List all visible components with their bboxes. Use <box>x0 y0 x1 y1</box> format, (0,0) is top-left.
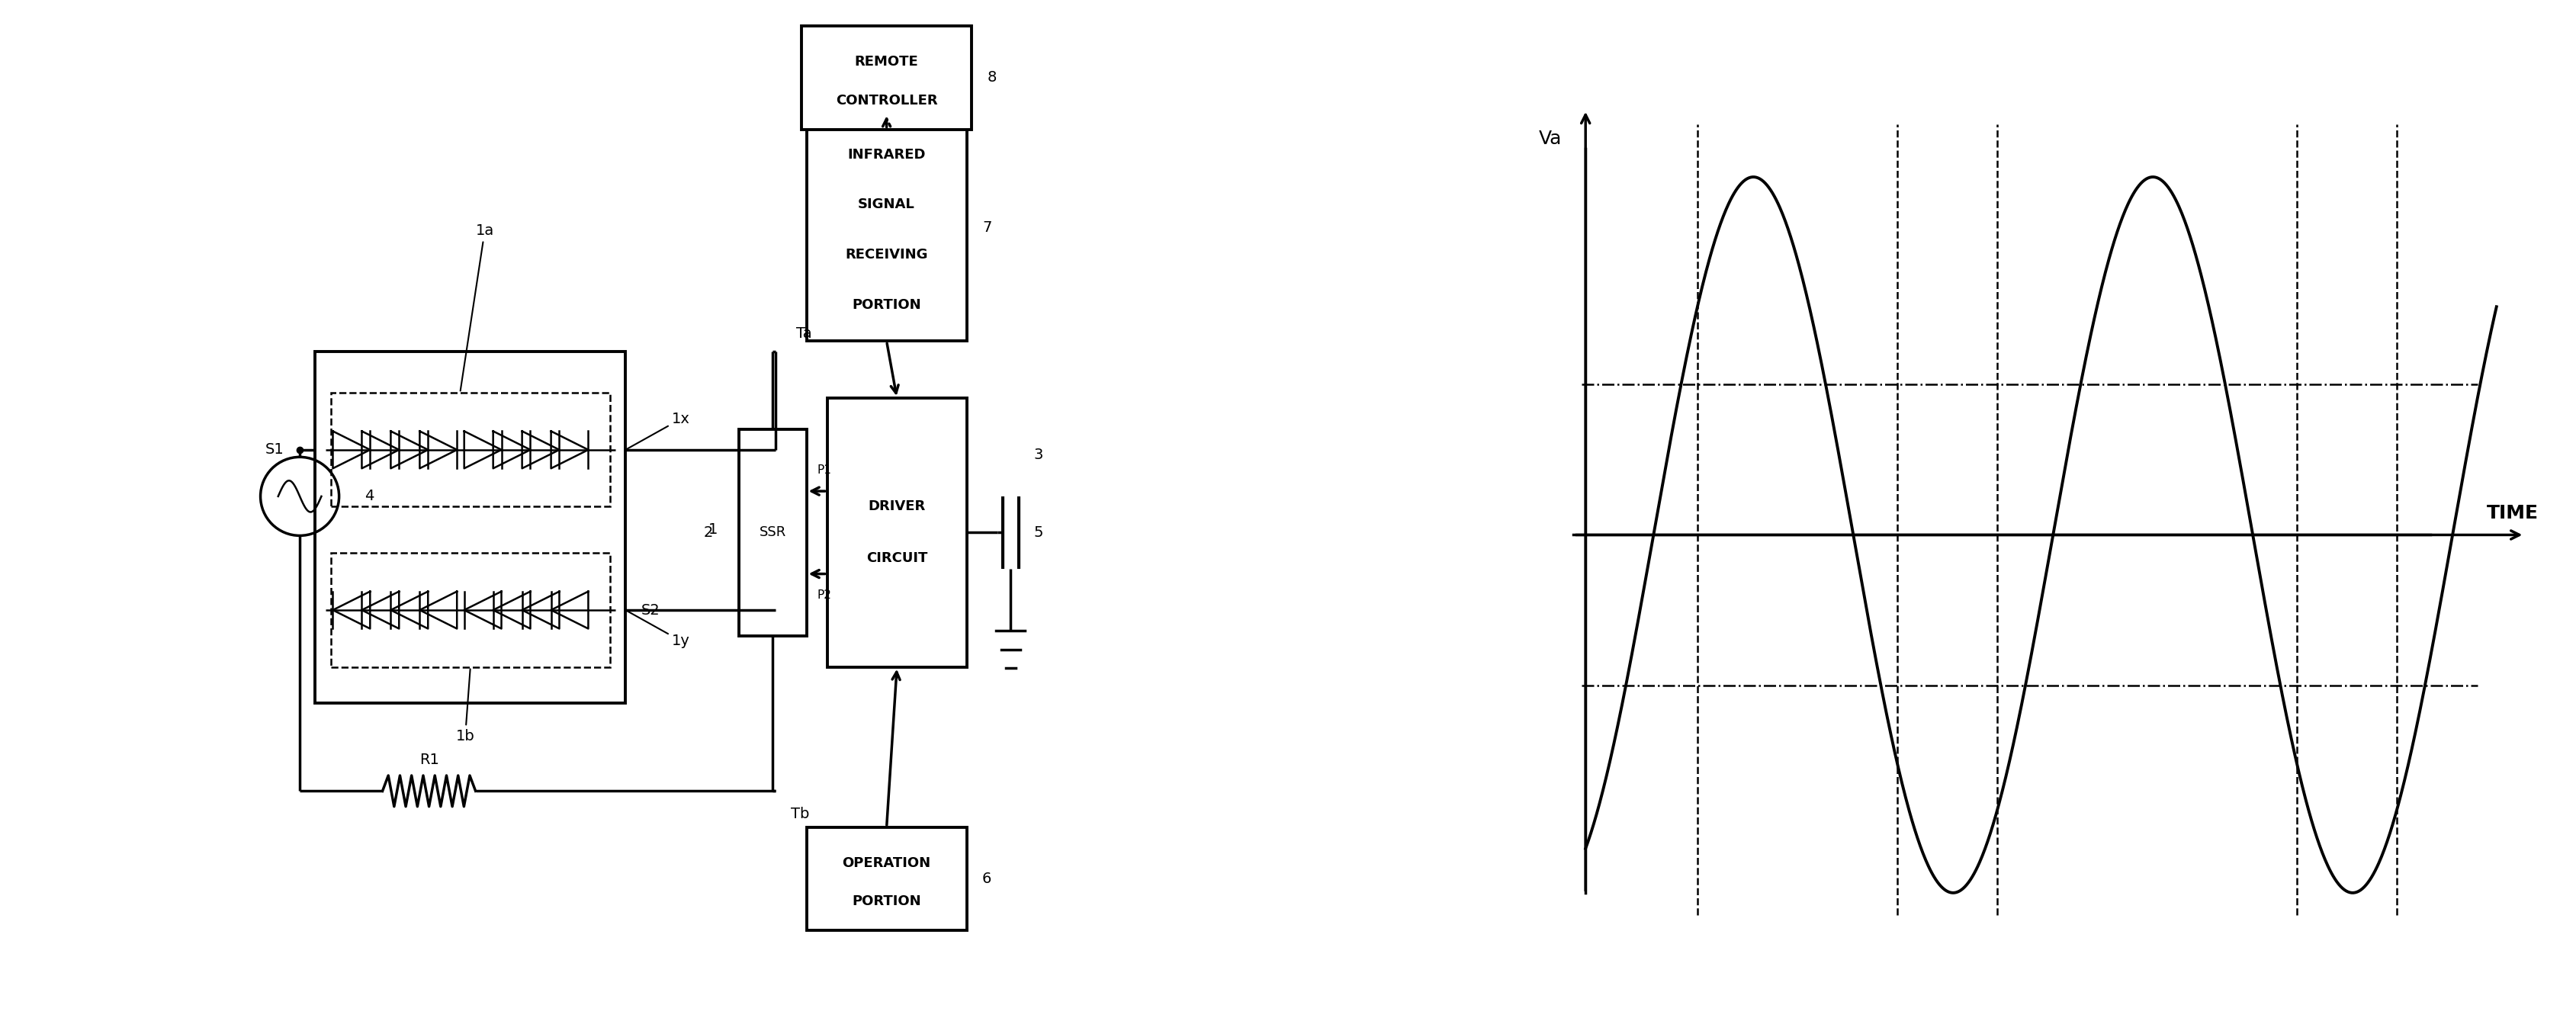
Text: P2: P2 <box>817 589 832 601</box>
Text: 5: 5 <box>1033 525 1043 540</box>
Bar <box>806 114 966 341</box>
Bar <box>801 26 971 129</box>
Text: PORTION: PORTION <box>853 894 922 909</box>
Text: 1a: 1a <box>461 223 495 391</box>
Bar <box>314 352 626 703</box>
Text: 1y: 1y <box>629 611 690 648</box>
Text: PORTION: PORTION <box>853 298 922 311</box>
Text: REMOTE: REMOTE <box>855 55 920 69</box>
Text: 1b: 1b <box>456 669 474 743</box>
Text: 2: 2 <box>703 525 714 540</box>
Text: S2: S2 <box>641 603 659 617</box>
Bar <box>739 429 806 636</box>
Text: TIME: TIME <box>2486 505 2540 522</box>
Text: INFRARED: INFRARED <box>848 148 925 161</box>
Text: 4: 4 <box>366 489 374 504</box>
Text: CIRCUIT: CIRCUIT <box>866 551 927 566</box>
Text: 7: 7 <box>981 220 992 235</box>
Text: 3: 3 <box>1033 448 1043 462</box>
Text: RECEIVING: RECEIVING <box>845 248 927 262</box>
Text: 1x: 1x <box>629 412 690 449</box>
Text: Ta: Ta <box>796 327 811 341</box>
Text: DRIVER: DRIVER <box>868 499 925 514</box>
Text: SIGNAL: SIGNAL <box>858 197 914 212</box>
Text: Tb: Tb <box>791 807 809 821</box>
Bar <box>806 827 966 931</box>
Text: P1: P1 <box>817 464 832 476</box>
Text: S1: S1 <box>265 443 283 457</box>
Text: 6: 6 <box>981 872 992 886</box>
Text: OPERATION: OPERATION <box>842 856 930 871</box>
Text: Va: Va <box>1538 129 1561 148</box>
Text: SSR: SSR <box>760 525 786 540</box>
Text: CONTROLLER: CONTROLLER <box>835 93 938 108</box>
Text: 8: 8 <box>987 70 997 85</box>
Text: 1: 1 <box>708 522 719 538</box>
Bar <box>330 393 611 507</box>
Bar <box>827 398 966 667</box>
Text: R1: R1 <box>420 753 438 767</box>
Bar <box>330 553 611 667</box>
